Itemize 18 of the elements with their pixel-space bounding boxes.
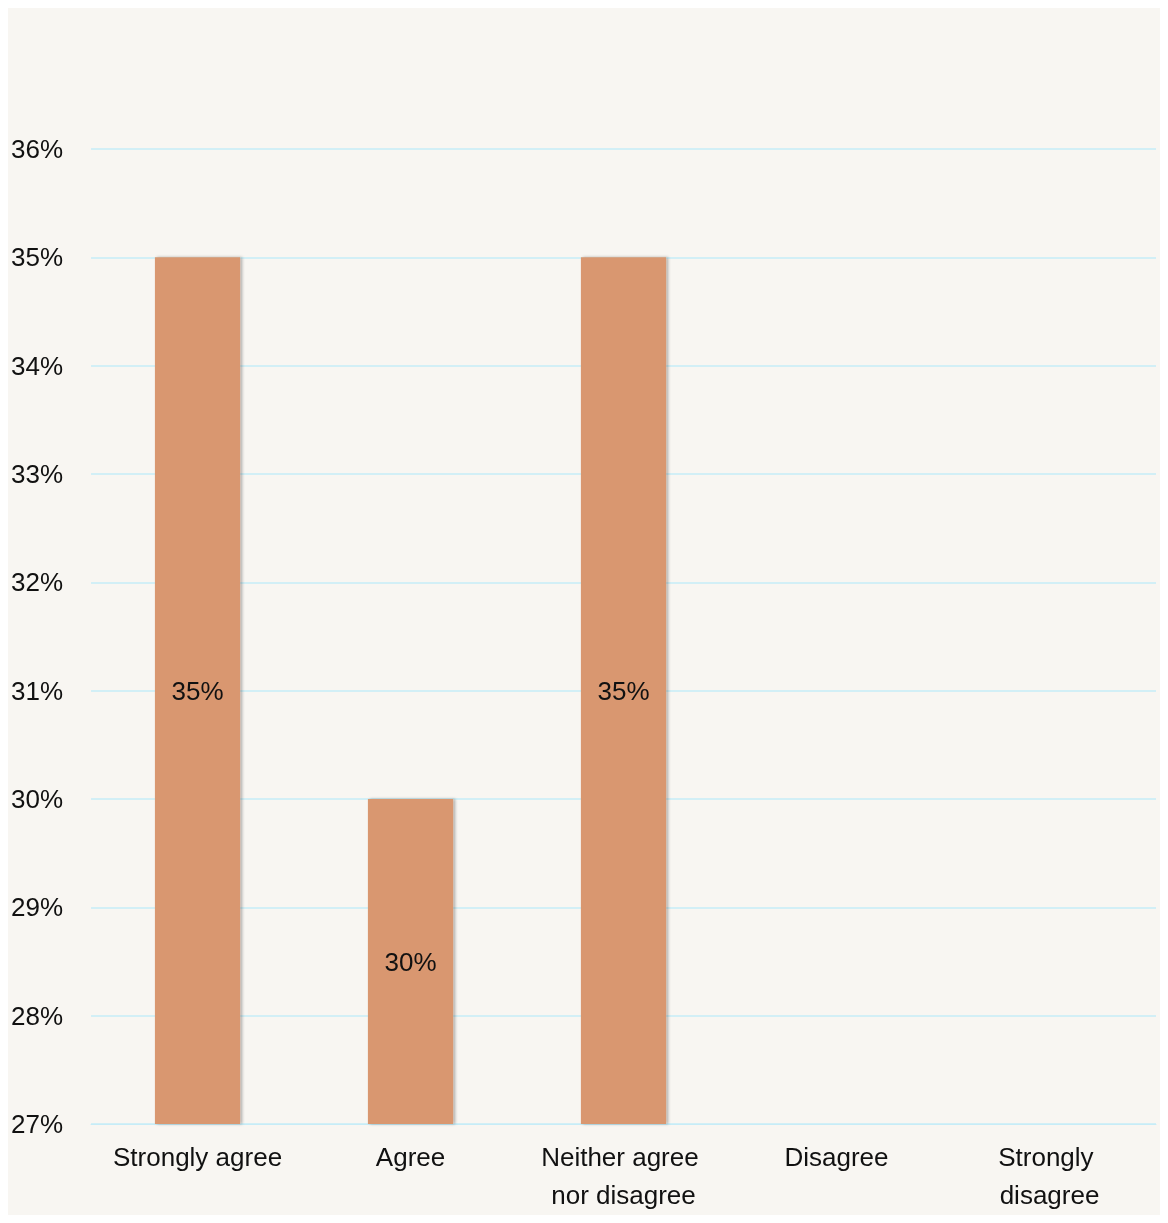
y-tick-label: 33% (10, 459, 64, 489)
y-tick-label: 34% (10, 350, 64, 381)
x-tick-label: Agree (375, 1142, 446, 1172)
x-tick-label: Neither agree nor disagree (541, 1142, 706, 1210)
x-tick-label: Strongly disagree (998, 1142, 1101, 1210)
y-tick-label: 36% (10, 134, 64, 164)
y-tick-label: 35% (10, 242, 64, 273)
y-tick-label: 32% (10, 567, 64, 598)
data-label: 30% (384, 946, 437, 977)
y-tick-label: 31% (10, 675, 64, 706)
y-tick-label: 28% (10, 1000, 64, 1031)
data-label: 35% (597, 675, 650, 706)
x-tick-label: Disagree (784, 1142, 889, 1172)
y-tick-label: 27% (10, 1109, 64, 1139)
y-tick-label: 29% (10, 892, 64, 923)
data-label: 35% (171, 675, 224, 706)
x-tick-label: Strongly agree (112, 1142, 283, 1172)
y-tick-label: 30% (10, 784, 64, 814)
